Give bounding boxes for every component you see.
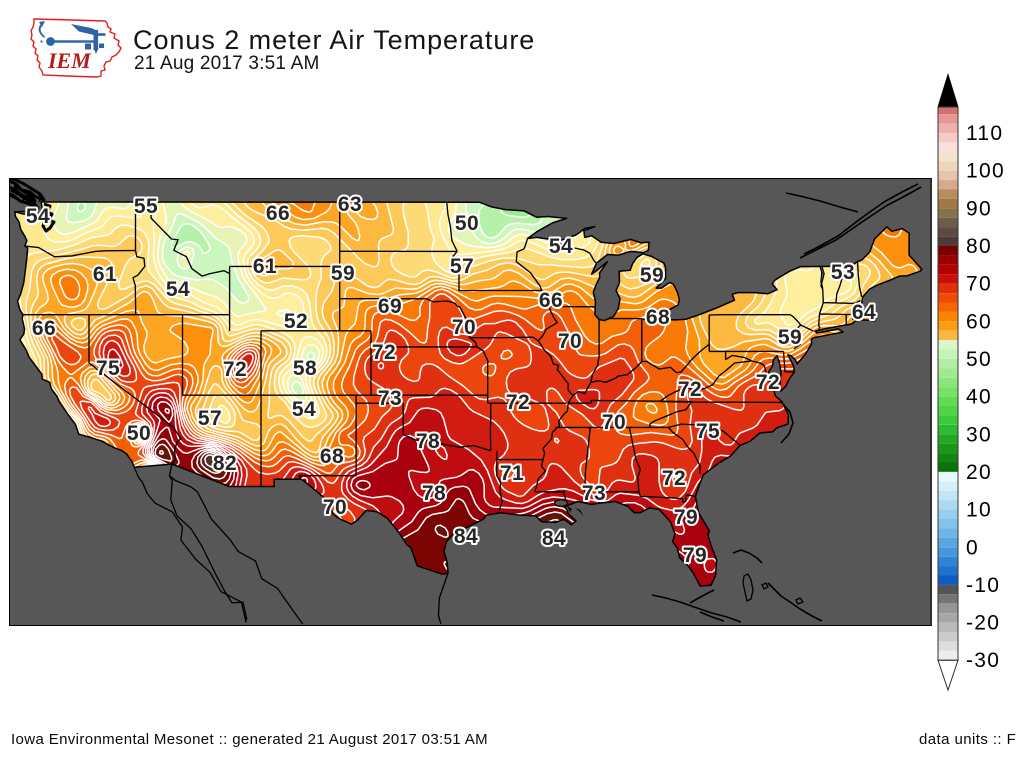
svg-text:78: 78 (422, 482, 446, 505)
svg-text:0: 0 (966, 536, 979, 559)
svg-text:40: 40 (966, 386, 992, 409)
svg-text:72: 72 (678, 378, 702, 401)
svg-text:50: 50 (966, 348, 992, 371)
svg-text:54: 54 (292, 398, 316, 421)
svg-text:54: 54 (26, 205, 50, 228)
svg-text:53: 53 (831, 261, 855, 284)
svg-text:IEM: IEM (47, 48, 92, 73)
svg-text:30: 30 (966, 423, 992, 446)
svg-text:70: 70 (452, 316, 476, 339)
svg-text:69: 69 (378, 295, 402, 318)
svg-text:72: 72 (756, 371, 780, 394)
svg-text:84: 84 (542, 527, 566, 550)
svg-text:57: 57 (450, 255, 474, 278)
svg-text:68: 68 (646, 306, 670, 329)
svg-text:78: 78 (416, 430, 440, 453)
svg-text:70: 70 (602, 411, 626, 434)
svg-text:64: 64 (852, 301, 876, 324)
svg-text:72: 72 (662, 467, 686, 490)
svg-text:68: 68 (320, 445, 344, 468)
svg-text:59: 59 (640, 264, 664, 287)
svg-text:71: 71 (500, 462, 524, 485)
svg-text:79: 79 (674, 506, 698, 529)
svg-text:-20: -20 (966, 612, 1000, 635)
svg-text:80: 80 (966, 235, 992, 258)
svg-text:10: 10 (966, 499, 992, 522)
svg-text:52: 52 (284, 310, 308, 333)
svg-text:72: 72 (506, 391, 530, 414)
svg-text:59: 59 (331, 262, 355, 285)
svg-text:70: 70 (558, 330, 582, 353)
svg-text:61: 61 (253, 255, 277, 278)
svg-text:54: 54 (166, 278, 190, 301)
svg-text:73: 73 (378, 387, 402, 410)
svg-text:75: 75 (96, 357, 120, 380)
svg-text:66: 66 (32, 317, 56, 340)
svg-text:54: 54 (549, 235, 573, 258)
svg-text:72: 72 (372, 341, 396, 364)
svg-text:79: 79 (683, 544, 707, 567)
svg-text:-10: -10 (966, 574, 1000, 597)
svg-text:66: 66 (539, 289, 563, 312)
svg-text:61: 61 (93, 263, 117, 286)
svg-text:100: 100 (966, 160, 1005, 183)
svg-text:70: 70 (966, 273, 992, 296)
svg-text:66: 66 (266, 202, 290, 225)
svg-text:110: 110 (966, 122, 1003, 145)
svg-text:57: 57 (198, 407, 222, 430)
svg-text:20: 20 (966, 461, 992, 484)
svg-text:75: 75 (696, 420, 720, 443)
svg-text:70: 70 (323, 496, 347, 519)
svg-text:50: 50 (127, 422, 151, 445)
svg-text:72: 72 (223, 358, 247, 381)
svg-text:58: 58 (293, 357, 317, 380)
svg-text:60: 60 (966, 310, 992, 333)
svg-text:90: 90 (966, 197, 992, 220)
svg-text:63: 63 (338, 193, 362, 216)
svg-text:84: 84 (454, 525, 478, 548)
svg-text:-30: -30 (966, 649, 1000, 672)
svg-text:55: 55 (134, 195, 158, 218)
svg-text:73: 73 (582, 482, 606, 505)
svg-text:50: 50 (455, 212, 479, 235)
svg-text:82: 82 (213, 452, 237, 475)
svg-text:59: 59 (778, 326, 802, 349)
